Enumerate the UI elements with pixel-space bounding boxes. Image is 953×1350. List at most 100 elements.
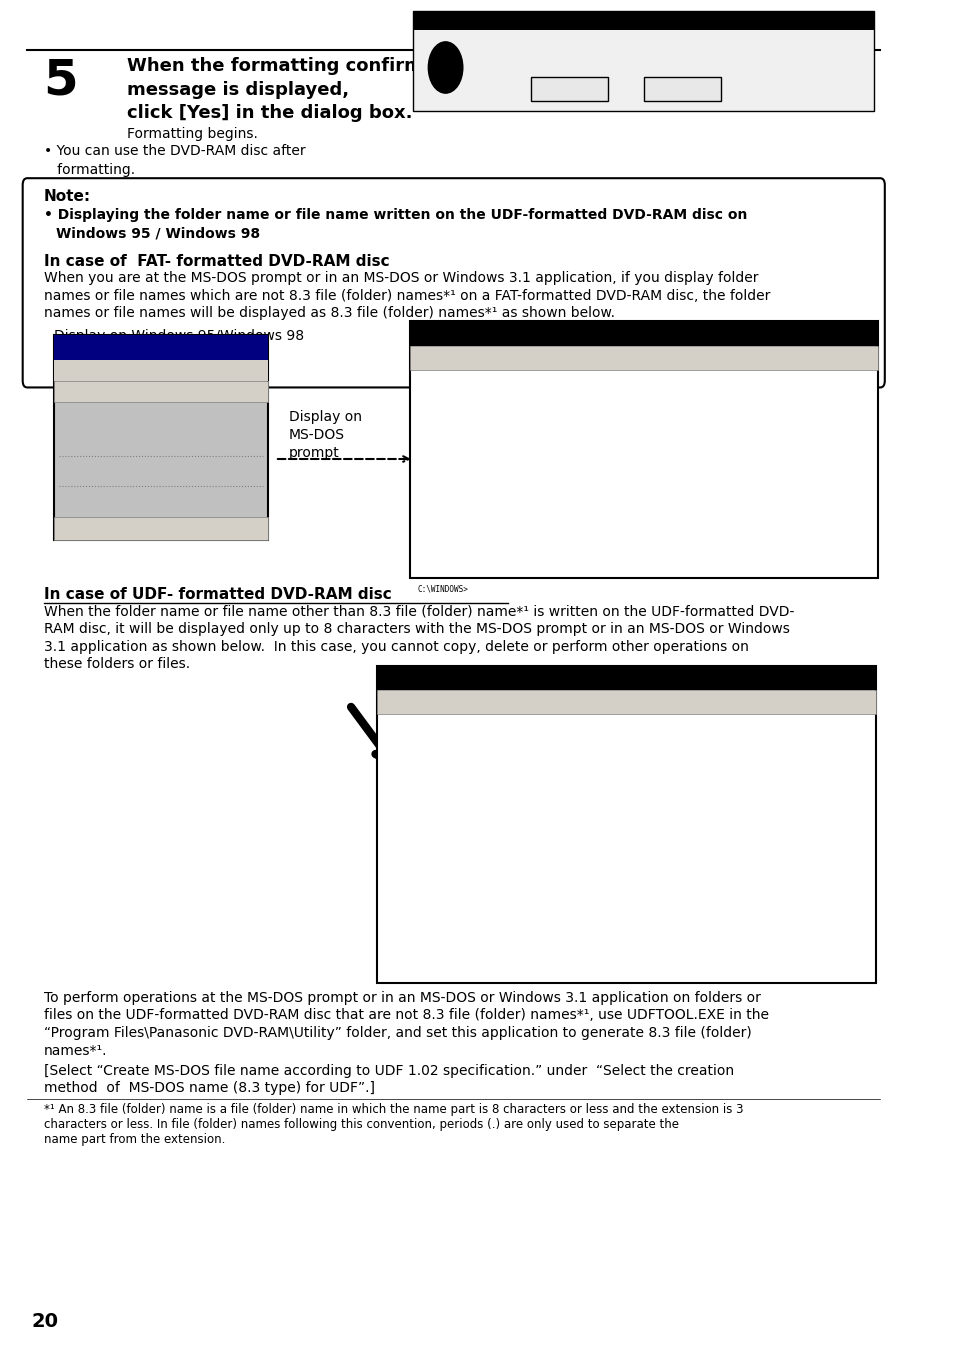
Text: method  of  MS-DOS name (8.3 type) for UDF”.]: method of MS-DOS name (8.3 type) for UDF… (44, 1081, 375, 1095)
Text: 3.1 application as shown below.  In this case, you cannot copy, delete or perfor: 3.1 application as shown below. In this … (44, 640, 748, 653)
Text: 4 file(s)         0 bytes: 4 file(s) 0 bytes (417, 549, 574, 559)
Text: When you are at the MS-DOS prompt or in an MS-DOS or Windows 3.1 application, if: When you are at the MS-DOS prompt or in … (44, 271, 758, 285)
Circle shape (428, 42, 462, 93)
Text: NEWTEX~1 TXT          0  06-21-99  4:13p New Text Document.txt: NEWTEX~1 TXT 0 06-21-99 4:13p New Text D… (417, 504, 703, 512)
Text: bitmap.bmp: bitmap.bmp (68, 429, 119, 439)
Text: text.txt: text.txt (163, 429, 193, 439)
Text: [Select “Create MS-DOS file name according to UDF 1.02 specification.” under  “S: [Select “Create MS-DOS file name accordi… (44, 1064, 733, 1077)
Text: <DIR>      06-21-99  4:13p .: <DIR> 06-21-99 4:13p . (417, 479, 611, 489)
FancyBboxPatch shape (530, 77, 607, 101)
Bar (413, 11, 873, 30)
Text: To perform operations at the MS-DOS prompt or in an MS-DOS or Windows 3.1 applic: To perform operations at the MS-DOS prom… (44, 991, 760, 1004)
Text: Formatting begins.: Formatting begins. (127, 127, 257, 140)
Text: 4 file(s)         0 bytes: 4 file(s) 0 bytes (383, 913, 540, 921)
Bar (376, 666, 875, 690)
Text: prompt: prompt (288, 446, 339, 459)
Text: Select - MS-DOS Prompt: Select - MS-DOS Prompt (415, 323, 532, 332)
Text: No: No (675, 77, 690, 86)
Text: *¹ An 8.3 file (folder) name is a file (folder) name in which the name part is 8: *¹ An 8.3 file (folder) name is a file (… (44, 1103, 742, 1116)
Text: files on the UDF-formatted DVD-RAM disc that are not 8.3 file (folder) names*¹, : files on the UDF-formatted DVD-RAM disc … (44, 1008, 768, 1022)
Text: C:\WINDOWS>dir c:\sample: C:\WINDOWS>dir c:\sample (417, 410, 528, 418)
Text: Select - MS-DOS Prompt: Select - MS-DOS Prompt (381, 667, 498, 676)
Text: message is displayed,: message is displayed, (127, 81, 349, 99)
Text: Yes: Yes (560, 77, 578, 86)
Bar (410, 346, 877, 370)
Text: _ □ ✕: _ □ ✕ (839, 323, 862, 332)
Text: In case of  FAT- formatted DVD-RAM disc: In case of FAT- formatted DVD-RAM disc (44, 254, 389, 269)
Text: characters or less. In file (folder) names following this convention, periods (.: characters or less. In file (folder) nam… (44, 1118, 678, 1131)
Text: Microsoft(R) Windows 95: Microsoft(R) Windows 95 (383, 720, 490, 729)
Text: Note:: Note: (44, 189, 91, 204)
Text: C:\WINDOWS>: C:\WINDOWS> (417, 585, 468, 593)
Bar (376, 666, 875, 983)
FancyBboxPatch shape (643, 77, 720, 101)
Text: Display on: Display on (288, 410, 361, 424)
Text: MS-DOS: MS-DOS (288, 428, 344, 441)
Text: Volume Serial Number is 326C-14FE: Volume Serial Number is 326C-14FE (383, 796, 540, 806)
Bar (54, 335, 268, 540)
Text: 2 dir(s)   46,674,480 bytes free: 2 dir(s) 46,674,480 bytes free (417, 562, 606, 570)
Text: Windows 95 / Windows 98: Windows 95 / Windows 98 (56, 227, 260, 240)
Text: (C)Copyright Microsoft Corp 1981-1995.: (C)Copyright Microsoft Corp 1981-1995. (417, 387, 601, 396)
Text: these folders or files.: these folders or files. (44, 657, 190, 671)
Text: Document.txt: Document.txt (158, 474, 216, 483)
Text: NEWBIT~1 BMP          0  06-21-99  4:13p New Bitmap Image.bmp: NEWBIT~1 BMP 0 06-21-99 4:13p New Bitmap… (383, 873, 665, 883)
Text: NEWBIT~1 BMP          0  06-21-99  4:13p New Bitmap Image.bmp: NEWBIT~1 BMP 0 06-21-99 4:13p New Bitmap… (417, 514, 699, 524)
Text: ✕: ✕ (437, 53, 452, 70)
Text: TEXT     TXT          0  06-21-99  4:13p text.txt: TEXT TXT 0 06-21-99 4:13p text.txt (417, 526, 643, 535)
Text: When the formatting confirmation: When the formatting confirmation (127, 57, 475, 74)
Text: Directory of C:\sample: Directory of C:\sample (383, 809, 490, 818)
Text: Volume in drive C is WIN95A: Volume in drive C is WIN95A (417, 433, 546, 443)
Text: Volume in drive C is WIN95A: Volume in drive C is WIN95A (383, 783, 513, 792)
Bar (54, 517, 268, 540)
Text: When the folder name or file name other than 8.3 file (folder) name*¹ is written: When the folder name or file name other … (44, 605, 793, 618)
Text: <DIR>      06-21-99  4:13p ..: <DIR> 06-21-99 4:13p .. (383, 848, 582, 857)
FancyBboxPatch shape (23, 178, 883, 387)
Text: • Displaying the folder name or file name written on the UDF-formatted DVD-RAM d: • Displaying the folder name or file nam… (44, 208, 746, 221)
Text: names or file names which are not 8.3 file (folder) names*¹ on a FAT-formatted D: names or file names which are not 8.3 fi… (44, 289, 769, 302)
Text: 4 object(s): 4 object(s) (59, 518, 104, 528)
Text: name part from the extension.: name part from the extension. (44, 1133, 225, 1146)
Text: (C)Copyright Microsoft Corp 1981-1995.: (C)Copyright Microsoft Corp 1981-1995. (383, 732, 568, 741)
Bar (410, 321, 877, 346)
Text: New Bitmap: New Bitmap (59, 464, 111, 474)
Text: “Program Files\Panasonic DVD-RAM\Utility” folder, and set this application to ge: “Program Files\Panasonic DVD-RAM\Utility… (44, 1026, 751, 1040)
Bar (54, 335, 268, 360)
Text: <DIR>      06-21-99  4:13p .: <DIR> 06-21-99 4:13p . (383, 834, 578, 844)
Bar (54, 381, 268, 402)
Text: RAM disc, it will be displayed only up to 8 characters with the MS-DOS prompt or: RAM disc, it will be displayed only up t… (44, 622, 788, 636)
Text: Directory of C:\sample: Directory of C:\sample (417, 456, 523, 466)
Text: DVDForm: DVDForm (421, 12, 474, 22)
Text: 5: 5 (44, 57, 78, 105)
Text: BITMAP   BMP          0  06-21-99  4:13p bitmap.bmp: BITMAP BMP 0 06-21-99 4:13p bitmap.bmp (383, 899, 619, 909)
Text: File  Edit  View  Help: File Edit View Help (59, 362, 152, 371)
Text: ✕: ✕ (847, 12, 856, 22)
Text: Volume Serial Number is 326C-14FE: Volume Serial Number is 326C-14FE (417, 446, 574, 454)
Text: Auto   ▼  F B■■ B ■■ A: Auto ▼ F B■■ B ■■ A (415, 347, 525, 356)
Text: • You can use the DVD-RAM disc after: • You can use the DVD-RAM disc after (44, 144, 305, 158)
Text: New Text: New Text (158, 464, 196, 474)
Bar (54, 360, 268, 381)
Text: TEXT~1   TXT          0  06-21-99  4:13p text.txt: TEXT~1 TXT 0 06-21-99 4:13p text.txt (383, 886, 610, 895)
Text: Display on Windows 95/Windows 98: Display on Windows 95/Windows 98 (54, 329, 304, 343)
Text: names*¹.: names*¹. (44, 1044, 107, 1057)
Text: Are you sure to format this disk?: Are you sure to format this disk? (475, 57, 644, 66)
Text: click [Yes] in the dialog box.: click [Yes] in the dialog box. (127, 104, 412, 122)
Text: 2 dir(s)   46,694,480 bytes free: 2 dir(s) 46,694,480 bytes free (383, 925, 573, 934)
Text: 20: 20 (31, 1312, 59, 1331)
Text: C:\WINDOWS>: C:\WINDOWS> (383, 950, 435, 960)
Text: In case of UDF- formatted DVD-RAM disc: In case of UDF- formatted DVD-RAM disc (44, 587, 391, 602)
Text: _ □ ✕: _ □ ✕ (837, 667, 862, 676)
FancyBboxPatch shape (413, 11, 873, 111)
Text: Image.bmp: Image.bmp (59, 474, 107, 483)
Text: C:\WINDOWS>dir c:\sample: C:\WINDOWS>dir c:\sample (383, 759, 495, 767)
Text: formatting.: formatting. (44, 163, 134, 177)
Text: names or file names will be displayed as 8.3 file (folder) names*¹ as shown belo: names or file names will be displayed as… (44, 306, 614, 320)
Text: BITMAP   BMP          0  06-21-99  4:13p bitmap.bmp: BITMAP BMP 0 06-21-99 4:13p bitmap.bmp (417, 537, 653, 547)
Text: Microsoft(R) Windows 95: Microsoft(R) Windows 95 (417, 375, 523, 385)
Text: NEWTEX~1 TXT          0  06-21-99  4:13p New Text Document.txt: NEWTEX~1 TXT 0 06-21-99 4:13p New Text D… (383, 861, 670, 869)
Text: C:\sample: C:\sample (59, 336, 113, 346)
Text: Auto   ▼  F B■■ B ■■ A: Auto ▼ F B■■ B ■■ A (381, 691, 492, 701)
Text: <DIR>      06-21-99  4:13p ..: <DIR> 06-21-99 4:13p .. (417, 491, 616, 501)
Text: Formatting this DVD-RAM disk will erase all data on the disk.: Formatting this DVD-RAM disk will erase … (475, 40, 791, 50)
